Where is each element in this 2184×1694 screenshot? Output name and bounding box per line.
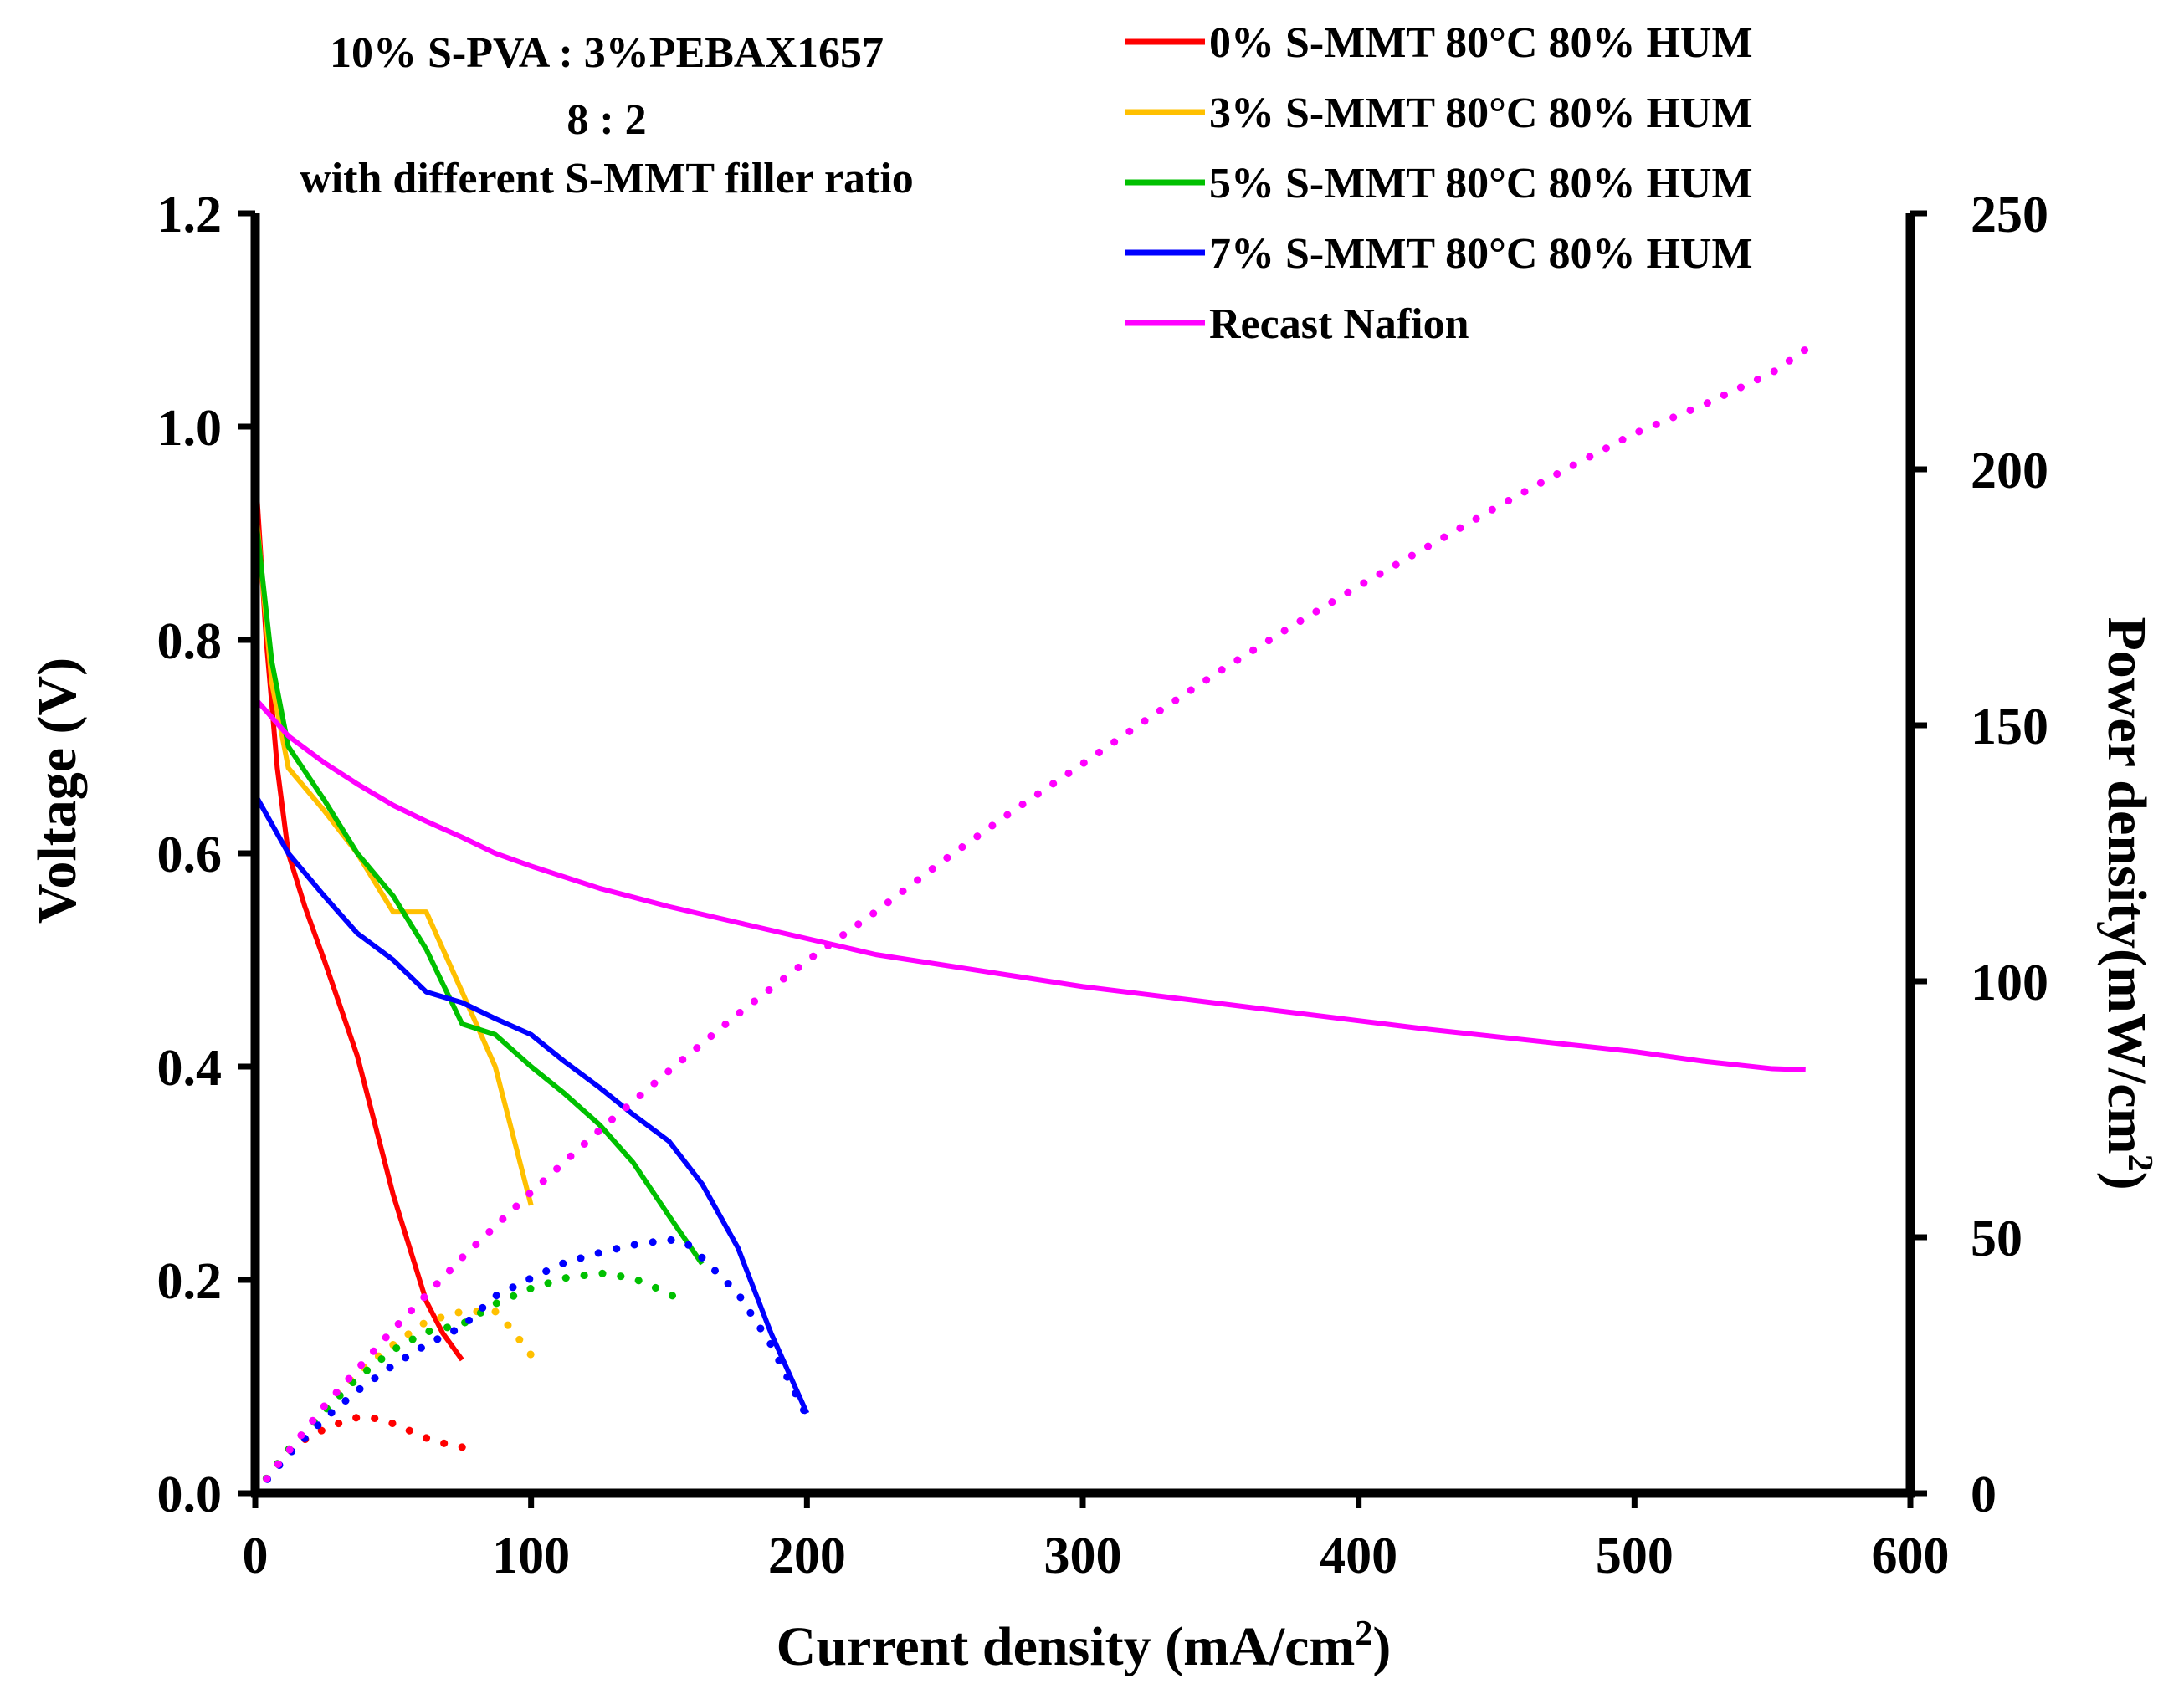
voltage-line-7-s-mmt-80-c-80-hum bbox=[253, 793, 810, 1415]
y2-tick-label-250: 250 bbox=[1971, 187, 2048, 243]
y2-tick-label-100: 100 bbox=[1971, 954, 2048, 1011]
y-tick-label-3: 0.6 bbox=[157, 827, 223, 883]
legend-label-recast-nafion: Recast Nafion bbox=[1209, 300, 1469, 348]
legend-label-0-s-mmt-80-c-80-hum: 0% S-MMT 80°C 80% HUM bbox=[1209, 19, 1753, 67]
power-line-3-s-mmt-80-c-80-hum bbox=[251, 1308, 536, 1497]
y2-tick-label-150: 150 bbox=[1971, 699, 2048, 755]
chart-title-line-2: 8 : 2 bbox=[567, 96, 646, 144]
y-tick-label-5: 1.0 bbox=[157, 400, 223, 457]
legend-label-3-s-mmt-80-c-80-hum: 3% S-MMT 80°C 80% HUM bbox=[1209, 90, 1753, 137]
power-line-5-s-mmt-80-c-80-hum bbox=[251, 1269, 690, 1497]
series-group bbox=[251, 345, 1810, 1497]
y-tick-label-0: 0.0 bbox=[157, 1466, 223, 1523]
y-tick-label-1: 0.2 bbox=[157, 1253, 223, 1310]
chart-title: 10% S-PVA : 3%PEBAX1657 8 : 2 with diffe… bbox=[300, 29, 914, 202]
x-tick-label-100: 100 bbox=[492, 1528, 570, 1584]
y-axis-title: Voltage (V) bbox=[27, 658, 88, 924]
tick-labels: 0 100 200 300 400 500 6000.00.20.40.60.81.01.2… bbox=[157, 187, 2049, 1584]
voltage-line-5-s-mmt-80-c-80-hum bbox=[253, 511, 705, 1266]
legend-label-7-s-mmt-80-c-80-hum: 7% S-MMT 80°C 80% HUM bbox=[1209, 230, 1753, 278]
y2-tick-label-0: 0 bbox=[1971, 1466, 1997, 1523]
y-tick-label-2: 0.4 bbox=[157, 1040, 223, 1097]
y-tick-label-6: 1.2 bbox=[157, 187, 223, 243]
y-tick-label-4: 0.8 bbox=[157, 613, 223, 670]
power-line-0-s-mmt-80-c-80-hum bbox=[251, 1413, 466, 1497]
x-tick-label-400: 400 bbox=[1320, 1528, 1397, 1584]
x-tick-label-500: 500 bbox=[1596, 1528, 1674, 1584]
power-line-recast-nafion bbox=[251, 345, 1810, 1497]
chart-title-line-3: with different S-MMT filler ratio bbox=[300, 155, 914, 202]
legend-label-5-s-mmt-80-c-80-hum: 5% S-MMT 80°C 80% HUM bbox=[1209, 160, 1753, 207]
voltage-line-0-s-mmt-80-c-80-hum bbox=[253, 468, 464, 1362]
x-tick-label-0: 0 bbox=[243, 1528, 269, 1584]
x-tick-label-200: 200 bbox=[768, 1528, 846, 1584]
x-tick-label-600: 600 bbox=[1872, 1528, 1950, 1584]
axis-titles: Current density (mA/cm2) Voltage (V) Pow… bbox=[27, 617, 2159, 1677]
x-tick-label-300: 300 bbox=[1044, 1528, 1122, 1584]
tick-marks bbox=[238, 210, 1927, 1508]
legend: 0% S-MMT 80°C 80% HUM 3% S-MMT 80°C 80% H… bbox=[1125, 19, 1753, 348]
voltage-line-recast-nafion bbox=[253, 697, 1806, 1072]
chart-title-line-1: 10% S-PVA : 3%PEBAX1657 bbox=[330, 29, 884, 77]
y2-tick-label-200: 200 bbox=[1971, 443, 2048, 499]
y2-axis-title: Power density(mW/cm2) bbox=[2096, 617, 2159, 1190]
power-line-7-s-mmt-80-c-80-hum bbox=[251, 1236, 811, 1497]
y2-tick-label-50: 50 bbox=[1971, 1210, 2023, 1267]
x-axis-title: Current density (mA/cm2) bbox=[777, 1615, 1392, 1677]
